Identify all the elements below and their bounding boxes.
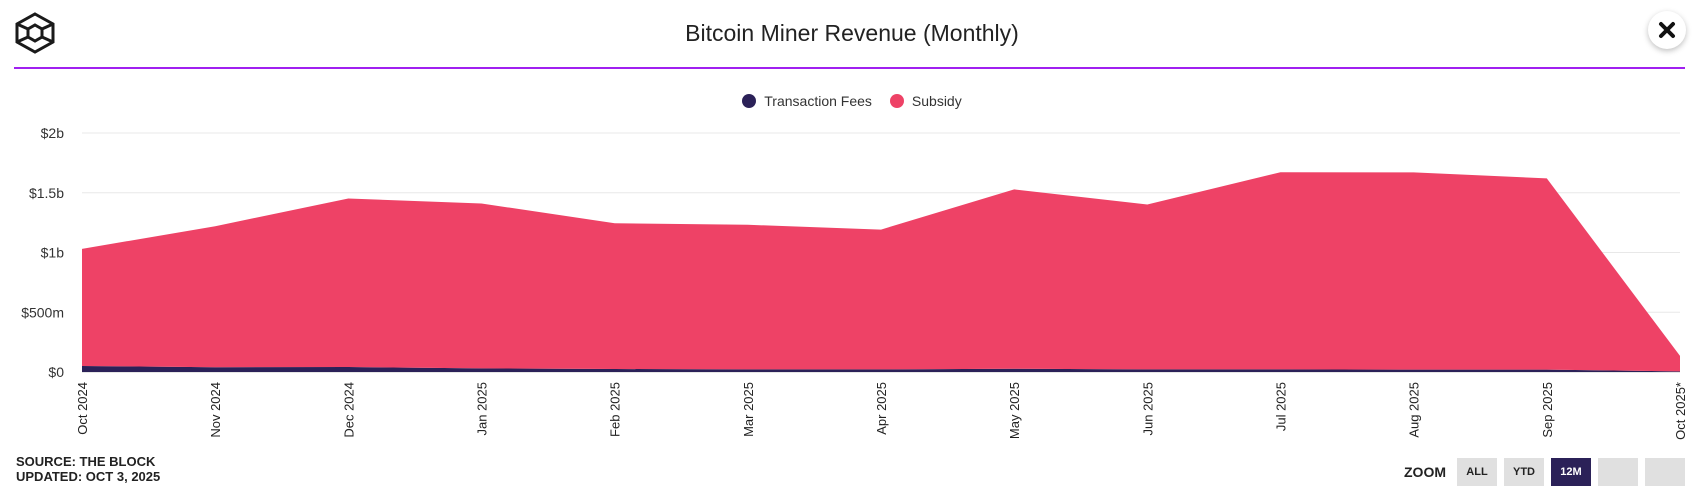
legend-item-transaction-fees[interactable]: Transaction Fees: [742, 93, 872, 109]
x-tick-label: Oct 2024: [75, 382, 90, 435]
close-button[interactable]: [1648, 11, 1686, 49]
y-tick-label: $1.5b: [29, 185, 64, 201]
x-tick-label: Mar 2025: [741, 382, 756, 437]
zoom-ytd-button[interactable]: YTD: [1504, 458, 1544, 486]
source-note: SOURCE: THE BLOCK UPDATED: OCT 3, 2025: [16, 454, 160, 484]
legend-dot-transaction-fees: [742, 94, 757, 108]
y-tick-label: $1b: [41, 245, 65, 261]
zoom-controls: ZOOM ALL YTD 12M: [1404, 458, 1685, 486]
chart-legend: Transaction Fees Subsidy: [0, 93, 1704, 109]
x-tick-label: Nov 2024: [208, 382, 223, 438]
x-tick-label: Oct 2025*: [1673, 382, 1688, 440]
area-series-subsidy: [82, 172, 1680, 372]
area-series-transaction-fees: [82, 366, 1680, 372]
the-block-logo-icon: [15, 12, 55, 54]
x-tick-label: Jan 2025: [475, 382, 490, 436]
legend-dot-subsidy: [889, 94, 904, 108]
x-tick-label: Jun 2025: [1140, 382, 1155, 436]
x-tick-label: Apr 2025: [874, 382, 889, 435]
zoom-label: ZOOM: [1404, 464, 1446, 480]
zoom-extra-button-2[interactable]: [1645, 458, 1685, 486]
x-tick-label: Jul 2025: [1274, 382, 1289, 431]
close-icon: [1659, 22, 1675, 38]
y-tick-label: $0: [48, 364, 64, 380]
x-tick-label: May 2025: [1007, 382, 1022, 439]
zoom-all-button[interactable]: ALL: [1457, 458, 1497, 486]
chart-header: Bitcoin Miner Revenue (Monthly): [0, 0, 1704, 69]
updated-text: UPDATED: OCT 3, 2025: [16, 469, 161, 484]
zoom-extra-button-1[interactable]: [1598, 458, 1638, 486]
x-tick-label: Aug 2025: [1407, 382, 1422, 438]
legend-label: Transaction Fees: [764, 93, 872, 109]
x-tick-label: Dec 2024: [341, 382, 356, 438]
header-divider: [14, 67, 1685, 69]
chart-title: Bitcoin Miner Revenue (Monthly): [685, 20, 1019, 46]
zoom-12m-button[interactable]: 12M: [1551, 458, 1591, 486]
legend-label: Subsidy: [911, 93, 962, 109]
x-tick-label: Feb 2025: [608, 382, 623, 437]
legend-item-subsidy[interactable]: Subsidy: [889, 93, 962, 109]
y-tick-label: $2b: [41, 125, 65, 141]
y-tick-label: $500m: [21, 304, 64, 320]
x-tick-label: Sep 2025: [1540, 382, 1555, 438]
source-text: SOURCE: THE BLOCK: [16, 454, 156, 469]
